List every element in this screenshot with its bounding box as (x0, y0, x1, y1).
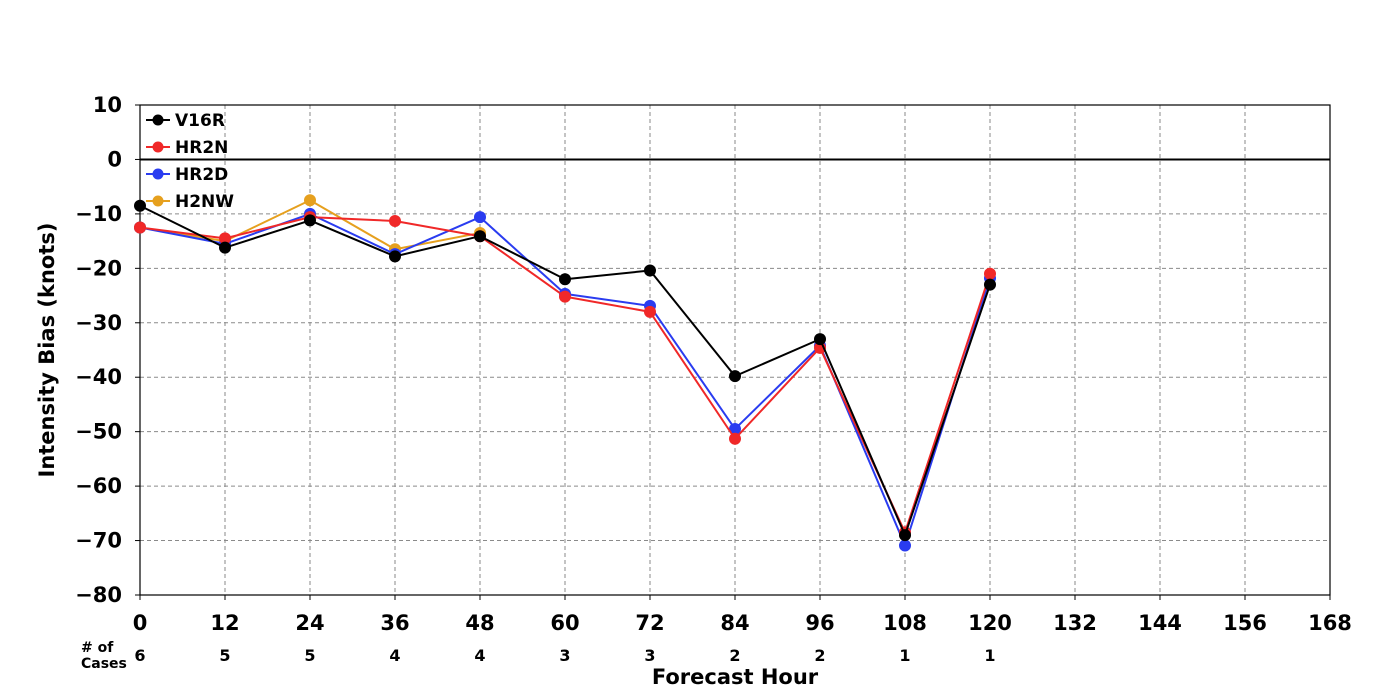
x-tick-label: 60 (550, 611, 579, 635)
cases-value: 6 (134, 646, 145, 665)
x-tick-label: 132 (1053, 611, 1097, 635)
data-point-hr2n (729, 432, 741, 445)
cases-value: 2 (729, 646, 740, 665)
cases-value: 1 (984, 646, 995, 665)
data-point-v16r (984, 278, 996, 291)
legend-label-hr2n: HR2N (175, 138, 228, 158)
cases-value: 2 (814, 646, 825, 665)
data-point-hr2d (729, 422, 741, 435)
x-tick-label: 0 (133, 611, 148, 635)
cases-value: 1 (899, 646, 910, 665)
y-tick-label: −60 (75, 474, 122, 498)
legend-label-h2nw: H2NW (175, 192, 234, 212)
y-tick-label: −50 (75, 420, 122, 444)
legend-label-hr2d: HR2D (175, 165, 228, 185)
legend-label-v16r: V16R (175, 111, 225, 131)
legend: V16R HR2N HR2D H2NW (146, 111, 234, 212)
cases-value: 4 (474, 646, 485, 665)
y-tick-label: −30 (75, 311, 122, 335)
y-tick-label: −10 (75, 202, 122, 226)
x-tick-label: 36 (380, 611, 409, 635)
data-point-v16r (219, 241, 231, 254)
x-tick-label: 84 (720, 611, 749, 635)
legend-marker-v16r (152, 114, 164, 126)
x-tick-label: 24 (295, 611, 324, 635)
cases-row: # of Cases 6 5 5 4 4 3 3 2 2 1 1 (81, 640, 996, 672)
x-tick-label: 108 (883, 611, 927, 635)
y-axis-ticks: 10 0 −10 −20 −30 −40 −50 −60 −70 −80 (75, 93, 140, 607)
x-axis-ticks: 0 12 24 36 48 60 72 84 96 108 120 132 144 156 168 (133, 595, 1352, 635)
y-tick-label: 10 (93, 93, 122, 117)
cases-value: 3 (559, 646, 570, 665)
data-point-v16r (559, 273, 571, 286)
legend-marker-h2nw (152, 195, 164, 207)
cases-label-line2: Cases (81, 656, 127, 672)
data-point-hr2n (984, 267, 996, 280)
y-tick-label: −20 (75, 256, 122, 280)
cases-value: 5 (219, 646, 230, 665)
data-point-hr2n (219, 232, 231, 245)
data-point-v16r (814, 333, 826, 346)
cases-value: 5 (304, 646, 315, 665)
x-tick-label: 120 (968, 611, 1012, 635)
legend-marker-hr2n (152, 141, 164, 153)
x-tick-label: 96 (805, 611, 834, 635)
y-tick-label: −70 (75, 529, 122, 553)
data-point-v16r (134, 199, 146, 212)
cases-value: 4 (389, 646, 400, 665)
data-point-hr2n (134, 221, 146, 234)
legend-marker-hr2d (152, 168, 164, 180)
y-tick-label: 0 (107, 147, 122, 171)
x-tick-label: 144 (1138, 611, 1182, 635)
x-tick-label: 48 (465, 611, 494, 635)
data-point-h2nw (304, 194, 316, 207)
x-axis-label: Forecast Hour (652, 665, 819, 689)
y-axis-label: Intensity Bias (knots) (35, 223, 59, 478)
x-tick-label: 72 (635, 611, 664, 635)
x-tick-label: 12 (210, 611, 239, 635)
grid (140, 105, 1330, 595)
data-point-v16r (304, 214, 316, 227)
data-point-hr2d (899, 539, 911, 552)
series-layer (134, 194, 996, 552)
data-point-hr2d (474, 211, 486, 224)
data-point-v16r (644, 264, 656, 277)
data-point-hr2n (559, 290, 571, 303)
cases-label-line1: # of (81, 640, 114, 656)
data-point-v16r (899, 529, 911, 542)
x-tick-label: 156 (1223, 611, 1267, 635)
x-tick-label: 168 (1308, 611, 1352, 635)
y-tick-label: −80 (75, 583, 122, 607)
data-point-v16r (729, 370, 741, 383)
data-point-v16r (389, 250, 401, 263)
data-point-hr2n (389, 214, 401, 227)
cases-value: 3 (644, 646, 655, 665)
data-point-v16r (474, 230, 486, 243)
y-tick-label: −40 (75, 365, 122, 389)
data-point-hr2n (644, 305, 656, 318)
